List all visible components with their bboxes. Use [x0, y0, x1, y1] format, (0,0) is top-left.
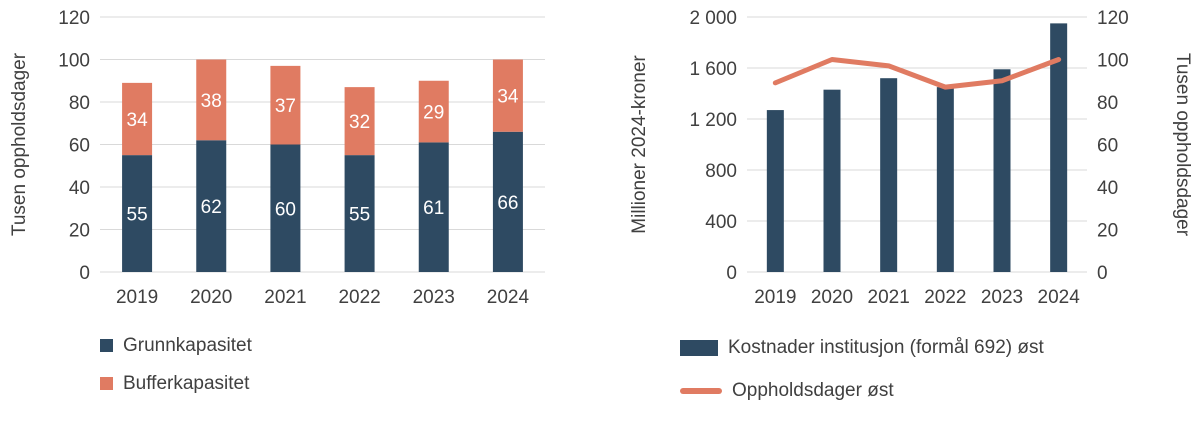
svg-text:55: 55	[349, 205, 370, 226]
kostnader-label: Kostnader institusjon (formål 692) øst	[728, 337, 1044, 358]
svg-text:Tusen oppholdsdager: Tusen oppholdsdager	[9, 52, 30, 236]
combo-chart: 0 400 800 1 200 1 600 2 000 0 20 40 60 80 100 120 201…	[629, 8, 1193, 308]
svg-text:34: 34	[127, 110, 149, 131]
svg-text:2019: 2019	[116, 287, 158, 308]
legend-item-oppholdsdager: Oppholdsdager øst	[680, 381, 1200, 400]
svg-text:2024: 2024	[1038, 287, 1081, 308]
oppholdsdager-swatch	[680, 387, 722, 394]
svg-text:2020: 2020	[190, 287, 232, 308]
svg-text:2023: 2023	[413, 287, 455, 308]
svg-text:0: 0	[726, 263, 737, 284]
kostnader-swatch	[680, 339, 718, 356]
svg-text:20: 20	[1097, 221, 1118, 242]
svg-text:2 000: 2 000	[689, 8, 737, 29]
svg-text:40: 40	[1097, 178, 1118, 199]
right-legend: Kostnader institusjon (formål 692) øst O…	[680, 338, 1200, 400]
svg-text:Tusen oppholdsdager: Tusen oppholdsdager	[1172, 53, 1193, 237]
svg-text:100: 100	[58, 51, 90, 72]
left-legend: Grunnkapasitet Bufferkapasitet	[100, 336, 560, 393]
legend-item-grunnkapasitet: Grunnkapasitet	[100, 336, 560, 355]
bufferkapasitet-swatch	[100, 377, 113, 390]
svg-text:20: 20	[69, 221, 90, 242]
capacity-stacked-bar-figure: 0 20 40 60 80 100 120 55 34 2019 62 38 2020 60 37 2021 5…	[0, 0, 560, 448]
svg-text:2019: 2019	[754, 287, 796, 308]
cost-days-combo-figure: 0 400 800 1 200 1 600 2 000 0 20 40 60 80 100 120 201…	[620, 0, 1200, 448]
svg-text:55: 55	[127, 205, 148, 226]
svg-text:2022: 2022	[338, 287, 380, 308]
grunnkapasitet-swatch	[100, 339, 113, 352]
svg-text:400: 400	[705, 212, 737, 233]
svg-text:0: 0	[79, 263, 90, 284]
svg-text:60: 60	[69, 136, 90, 157]
legend-item-kostnader: Kostnader institusjon (formål 692) øst	[680, 338, 1200, 357]
svg-text:34: 34	[497, 87, 519, 108]
svg-text:38: 38	[201, 91, 222, 112]
svg-text:29: 29	[423, 103, 444, 124]
grunnkapasitet-label: Grunnkapasitet	[123, 335, 252, 356]
svg-text:32: 32	[349, 112, 370, 133]
svg-text:Millioner 2024-kroner: Millioner 2024-kroner	[629, 55, 650, 234]
svg-text:2023: 2023	[981, 287, 1023, 308]
svg-text:80: 80	[1097, 93, 1118, 114]
svg-text:2020: 2020	[811, 287, 853, 308]
svg-text:2024: 2024	[487, 287, 530, 308]
svg-text:62: 62	[201, 197, 222, 218]
svg-text:2022: 2022	[924, 287, 966, 308]
svg-text:2021: 2021	[868, 287, 910, 308]
svg-text:61: 61	[423, 198, 444, 219]
svg-text:40: 40	[69, 178, 90, 199]
svg-text:120: 120	[58, 8, 90, 29]
svg-text:80: 80	[69, 93, 90, 114]
svg-text:100: 100	[1097, 51, 1129, 72]
svg-text:1 600: 1 600	[689, 59, 737, 80]
legend-item-bufferkapasitet: Bufferkapasitet	[100, 374, 560, 393]
bufferkapasitet-label: Bufferkapasitet	[123, 373, 250, 394]
svg-text:2021: 2021	[264, 287, 306, 308]
svg-text:120: 120	[1097, 8, 1129, 29]
svg-text:0: 0	[1097, 263, 1108, 284]
svg-text:60: 60	[275, 199, 296, 220]
svg-text:1 200: 1 200	[689, 110, 737, 131]
svg-text:66: 66	[497, 193, 518, 214]
svg-text:37: 37	[275, 96, 296, 117]
svg-text:60: 60	[1097, 136, 1118, 157]
svg-text:800: 800	[705, 161, 737, 182]
stacked-bar-chart: 0 20 40 60 80 100 120 55 34 2019 62 38 2020 60 37 2021 5…	[9, 8, 545, 308]
oppholdsdager-label: Oppholdsdager øst	[732, 380, 894, 401]
